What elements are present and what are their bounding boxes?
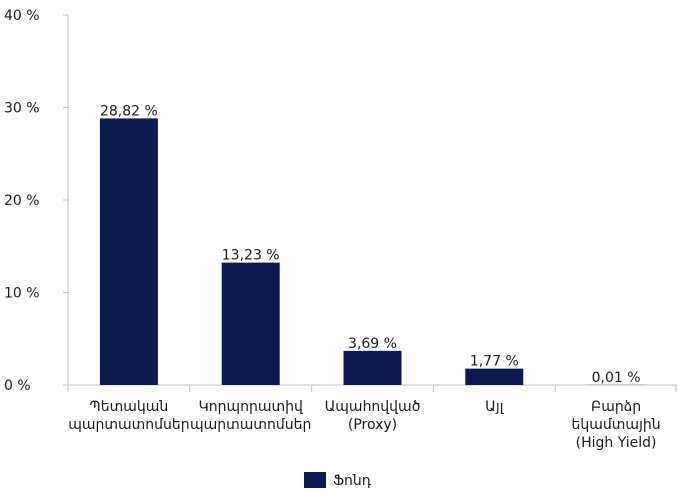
data-label: 28,82 % (100, 103, 158, 119)
x-axis (68, 385, 677, 392)
category-labels: Պետական պարտատոմսեր Կորպորատիվ պարտատոմսեր Ա… (68, 399, 660, 451)
x-tick-label: Պետական (90, 399, 169, 415)
x-tick-label: պարտատոմսեր (190, 417, 311, 433)
legend: Ֆոնդ (304, 472, 372, 489)
x-tick-label: (Proxy) (348, 417, 397, 433)
y-tick-label: 0 % (4, 378, 31, 394)
x-tick-label: Այլ (485, 399, 505, 415)
bar (100, 118, 158, 385)
legend-label: Ֆոնդ (333, 473, 372, 489)
y-tick-label: 40 % (4, 8, 40, 24)
data-label: 0,01 % (592, 370, 641, 386)
data-label: 1,77 % (470, 354, 519, 370)
data-labels: 28,82 % 13,23 % 3,69 % 1,77 % 0,01 % (100, 103, 641, 385)
y-tick-label: 20 % (4, 193, 40, 209)
bar (222, 263, 280, 385)
x-tick-label: պարտատոմսեր (68, 417, 189, 433)
y-tick-label: 10 % (4, 286, 40, 302)
y-tick-label: 30 % (4, 101, 40, 117)
data-label: 3,69 % (348, 336, 397, 352)
x-tick-label: Բարձր (591, 399, 641, 415)
x-tick-label: (High Yield) (576, 435, 657, 451)
legend-swatch (304, 472, 326, 488)
bar (344, 351, 402, 385)
y-axis: 0 % 10 % 20 % 30 % 40 % (4, 8, 68, 394)
data-label: 13,23 % (222, 248, 280, 264)
x-tick-label: Ապահովված (325, 399, 421, 415)
x-tick-label: Կորպորատիվ (198, 399, 304, 415)
bar (465, 369, 523, 385)
x-tick-label: եկամտային (572, 417, 661, 433)
